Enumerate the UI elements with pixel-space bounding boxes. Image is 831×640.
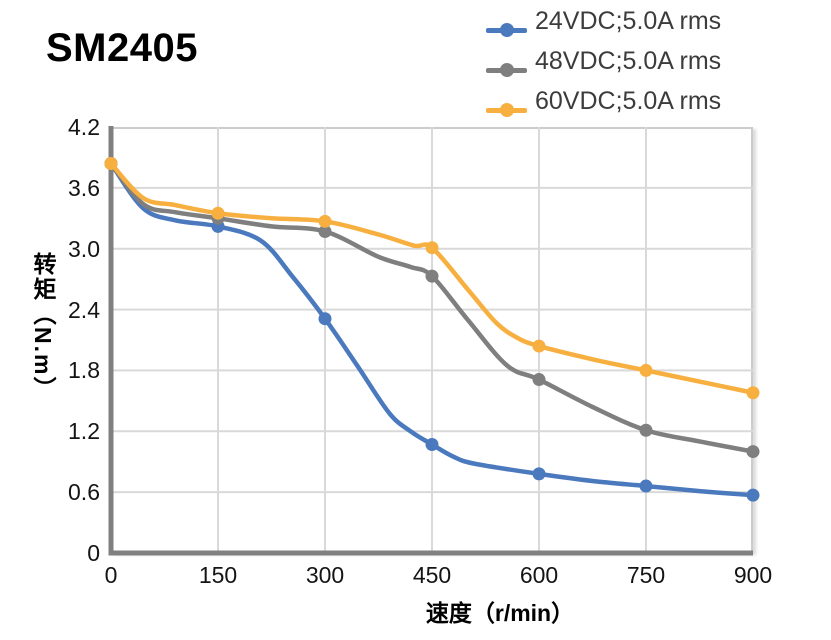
series-line-1 xyxy=(108,161,756,454)
series-marker xyxy=(532,467,546,481)
series-marker xyxy=(318,214,332,228)
series-marker xyxy=(532,339,546,353)
legend-label: 60VDC;5.0A rms xyxy=(535,86,722,115)
y-tick-label: 2.4 xyxy=(68,296,100,323)
series-marker xyxy=(639,479,653,493)
y-tick-label: 4.2 xyxy=(68,114,100,140)
x-axis-label: 速度（r/min） xyxy=(425,600,575,626)
legend-line-marker-icon xyxy=(486,23,527,37)
x-tick-label: 750 xyxy=(626,562,666,588)
series-marker xyxy=(639,423,653,437)
y-tick-label: 1.2 xyxy=(68,418,100,445)
series-marker xyxy=(318,224,332,238)
series-marker xyxy=(425,437,439,451)
y-tick-label: 1.8 xyxy=(68,357,100,384)
chart-title: SM2405 xyxy=(46,26,198,70)
x-tick-label: 150 xyxy=(198,562,238,588)
legend-dot-icon xyxy=(499,63,514,77)
legend-line-marker-icon xyxy=(486,63,527,77)
series-marker xyxy=(639,363,653,377)
series-marker xyxy=(318,312,332,326)
series-marker xyxy=(746,445,760,459)
y-tick-label: 3.0 xyxy=(68,235,100,262)
legend-line-marker-icon xyxy=(486,103,527,117)
legend-label: 24VDC;5.0A rms xyxy=(535,6,722,35)
series-marker xyxy=(425,241,439,255)
x-tick-label: 0 xyxy=(104,562,118,588)
y-tick-label: 0.6 xyxy=(68,479,100,506)
series-marker xyxy=(425,269,439,283)
series-marker xyxy=(532,373,546,387)
legend: 24VDC;5.0A rms 48VDC;5.0A rms 60VDC;5.0A r… xyxy=(486,1,721,121)
series-marker xyxy=(746,386,760,400)
x-tick-label: 600 xyxy=(519,562,559,588)
y-tick-label: 0 xyxy=(87,540,100,566)
series-marker xyxy=(211,206,225,220)
legend-item: 48VDC;5.0A rms xyxy=(486,41,721,81)
legend-label: 48VDC;5.0A rms xyxy=(535,46,722,75)
x-tick-label: 450 xyxy=(412,562,452,588)
x-tick-label: 900 xyxy=(733,562,773,588)
series-marker xyxy=(104,157,118,171)
series-marker xyxy=(746,488,760,502)
plot-svg xyxy=(104,126,760,556)
y-tick-label: 3.6 xyxy=(68,174,100,201)
x-tick-label: 300 xyxy=(305,562,345,588)
legend-item: 24VDC;5.0A rms xyxy=(486,1,721,41)
y-axis-label: 转矩（N.m） xyxy=(30,252,56,402)
legend-item: 60VDC;5.0A rms xyxy=(486,81,721,121)
legend-dot-icon xyxy=(499,23,514,37)
legend-dot-icon xyxy=(499,103,514,117)
